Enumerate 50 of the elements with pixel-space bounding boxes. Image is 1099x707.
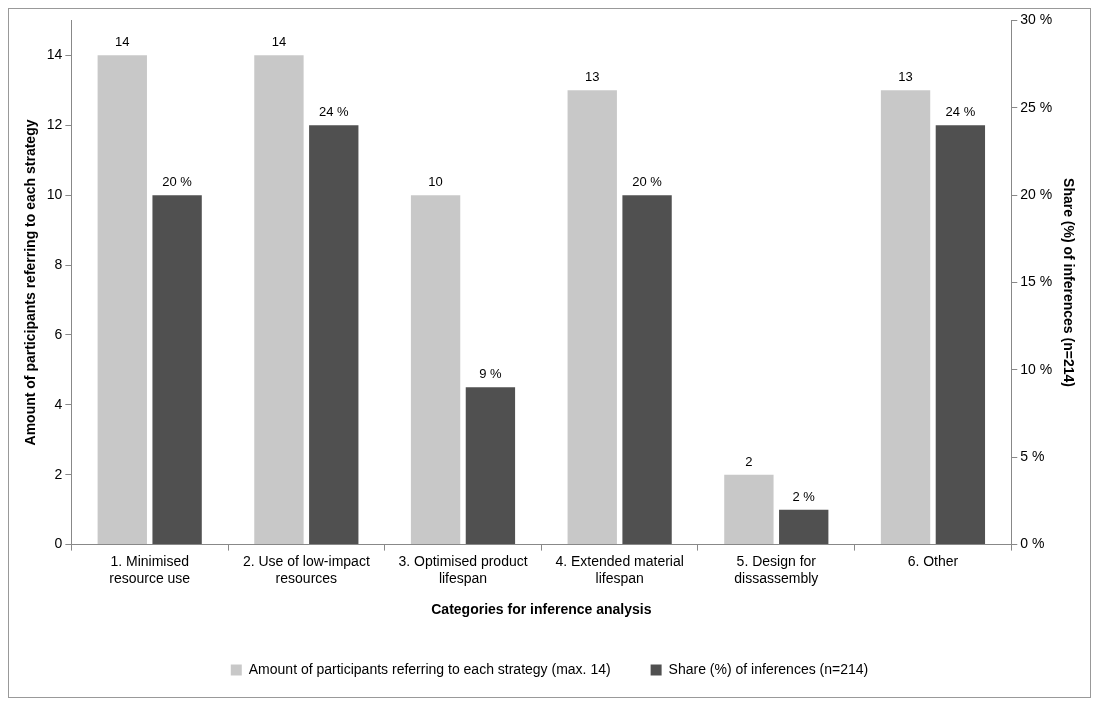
- data-label: 2: [745, 453, 753, 469]
- x-tick-label: 6. Other: [907, 552, 959, 569]
- bar: [880, 90, 931, 545]
- data-label: 13: [898, 69, 913, 85]
- y-tick-label: 10: [46, 185, 63, 202]
- bar: [309, 125, 359, 545]
- data-label: 9 %: [479, 366, 503, 382]
- y-tick-label: 4: [54, 395, 63, 412]
- bar: [622, 195, 672, 545]
- bar: [465, 387, 516, 545]
- y-tick-label: 8: [54, 255, 63, 272]
- legend-label: Amount of participants referring to each strategy (max. 14): [248, 660, 611, 677]
- x-axis-title: Categories for inference analysis: [431, 601, 652, 618]
- x-tick-label: 1. Minimised resource use: [109, 552, 191, 586]
- y-tick-label: 12: [46, 116, 63, 133]
- bar: [254, 55, 304, 545]
- x-tick-label: 3. Optimised product lifespan: [398, 552, 528, 586]
- data-label: 2 %: [792, 488, 816, 504]
- x-tick-label: 2. Use of low-impact resources: [242, 552, 370, 586]
- data-label: 10: [428, 174, 443, 190]
- data-label: 14: [115, 34, 130, 50]
- data-label: 20 %: [632, 174, 663, 190]
- bar: [567, 90, 617, 545]
- x-tick-label: 5. Design for dissassembly: [734, 552, 819, 586]
- x-tick-label: 4. Extended material lifespan: [555, 552, 684, 586]
- data-label: 14: [271, 34, 287, 50]
- y2-tick-label: 10 %: [1020, 360, 1053, 377]
- y2-tick-label: 30 %: [1020, 11, 1053, 28]
- data-label: 24 %: [945, 104, 976, 120]
- data-label: 24 %: [318, 104, 350, 120]
- y-tick-label: 0: [54, 535, 63, 552]
- bar: [152, 195, 202, 545]
- y2-tick-label: 0 %: [1020, 535, 1045, 552]
- bar: [935, 125, 986, 545]
- y2-tick-label: 20 %: [1020, 185, 1053, 202]
- y-axis-title: Amount of participants referring to each strategy: [22, 119, 39, 446]
- y2-tick-label: 15 %: [1020, 273, 1053, 290]
- y2-tick-label: 5 %: [1020, 448, 1045, 465]
- data-label: 13: [585, 69, 600, 85]
- y2-tick-label: 25 %: [1020, 98, 1053, 115]
- bar: [97, 55, 147, 545]
- legend-label: Share (%) of inferences (n=214): [668, 660, 869, 677]
- y-tick-label: 6: [54, 325, 63, 342]
- bar: [724, 474, 774, 545]
- y2-axis-title: Share (%) of inferences (n=214): [1060, 178, 1077, 387]
- y-tick-label: 2: [54, 465, 63, 482]
- bar: [779, 509, 829, 545]
- y-tick-label: 14: [46, 46, 63, 63]
- bar: [410, 195, 461, 545]
- data-label: 20 %: [162, 174, 193, 190]
